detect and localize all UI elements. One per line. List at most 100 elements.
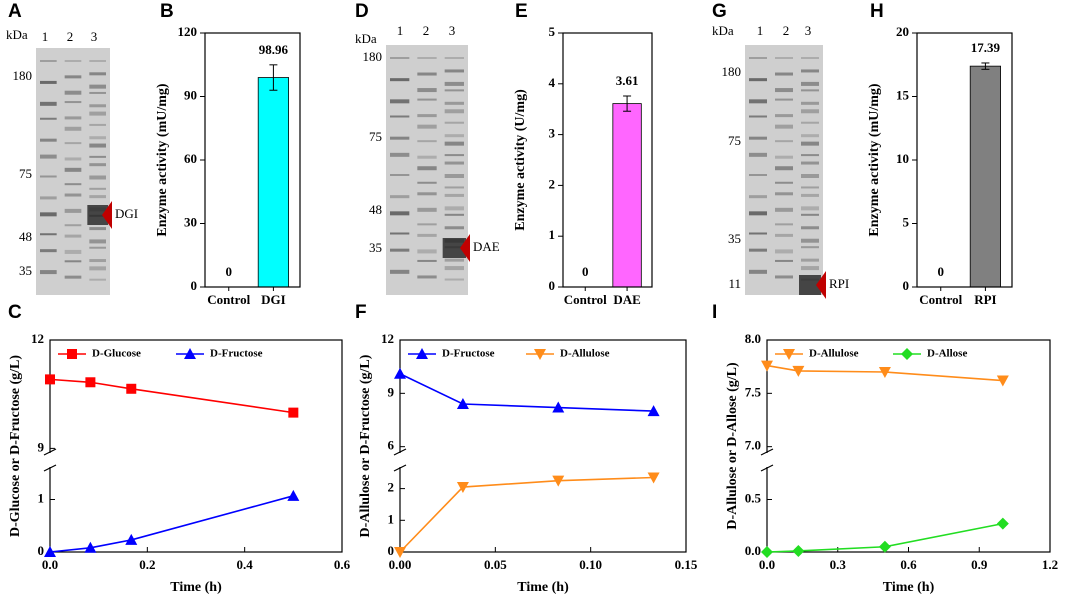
gel-band [417,181,437,184]
y-tick-label: 0 [903,278,910,293]
panel-letter: G [712,1,727,22]
series-line [399,476,654,553]
gel-band [775,207,793,212]
y-tick-label: 15 [896,87,910,102]
gel-band [40,138,57,142]
x-axis-label: Time (h) [883,580,935,595]
gel-target-band [799,275,821,295]
y-tick-label: 0 [549,278,556,293]
gel-band [749,115,767,118]
gel-band [749,269,767,274]
gel-target-band [442,238,466,258]
gel-band [775,98,793,101]
gel-band [749,136,767,140]
gel-band [749,78,767,82]
gel-band [390,211,410,216]
series-line [49,495,294,553]
data-point [792,544,805,557]
gel-band [801,238,819,243]
gel-band [775,72,793,76]
data-point [996,375,1009,387]
gel-band [40,175,57,178]
gel-band [390,115,410,118]
gel-band [749,99,767,104]
y-tick-label: 2 [388,480,395,495]
y-tick-label: 2 [549,176,556,191]
gel-band [417,72,437,76]
gel-target-band [87,205,108,225]
gel-band [801,193,819,197]
x-tick-label: 0.9 [971,557,988,572]
gel-band [801,69,819,73]
arrow [460,234,470,262]
gel-band [89,195,106,199]
y-tick-label: 1 [549,227,556,242]
gel-band [444,69,464,73]
gel-band [775,124,793,129]
legend-label: D-Allose [927,348,967,360]
data-label: 17.39 [971,40,1001,55]
panel-letter: F [355,302,367,323]
gel-band [390,57,410,59]
y-tick-label: 1 [38,490,45,505]
data-label: 0 [938,264,945,279]
gel-band [417,166,437,171]
data-label: 98.96 [259,42,289,57]
gel-band [801,57,819,59]
gel-band [64,260,82,263]
lane-number: 2 [423,23,430,38]
gel-band [801,161,819,165]
y-tick-label: 4 [549,75,556,90]
panel-letter: E [515,1,528,22]
axis-break-mark [393,464,407,472]
arrow [816,271,826,299]
y-tick-label: 7.5 [745,384,762,399]
gel-band [749,174,767,176]
gel-band [390,78,410,82]
y-tick-label: 0 [191,278,198,293]
gel-band [64,116,82,120]
plot-frame [399,339,687,553]
gel-band [40,60,57,62]
data-point [878,540,891,553]
y-tick-label: 0 [388,543,395,558]
series-line [766,522,1003,553]
gel-band [444,109,464,114]
legend-label: D-Allulose [809,348,859,360]
gel-band [89,123,106,126]
data-point [456,398,469,409]
plot-frame [49,339,343,553]
gel-band [775,192,793,196]
gel-band [417,124,437,129]
gel-band [40,233,57,236]
gel-band [444,186,464,189]
gel-band [64,183,82,186]
x-tick-label: RPI [974,292,996,307]
gel-band [417,249,437,254]
gel-band [390,269,410,274]
gel-band [417,88,437,93]
data-point [394,547,406,558]
plot-frame [204,32,301,288]
marker-size: 180 [722,64,742,79]
marker-size: 180 [363,49,383,64]
gel-band [89,84,106,89]
x-tick-label: 0.05 [484,557,507,572]
gel-band [40,117,57,120]
gel-band [390,195,410,199]
gel-band [444,154,464,157]
gel-band [89,239,106,244]
gel-band [64,101,82,104]
gel-band [40,101,57,106]
gel-band [417,207,437,212]
gel-band [444,174,464,178]
gel-band [40,80,57,84]
data-point [44,546,56,557]
gel-label: RPI [829,276,849,291]
marker-size: 11 [728,276,741,291]
gel-band [801,154,819,157]
y-tick-label: 0 [38,543,45,558]
lane-number: 1 [42,29,49,44]
lane-number: 3 [805,23,812,38]
gel-band [417,233,437,237]
